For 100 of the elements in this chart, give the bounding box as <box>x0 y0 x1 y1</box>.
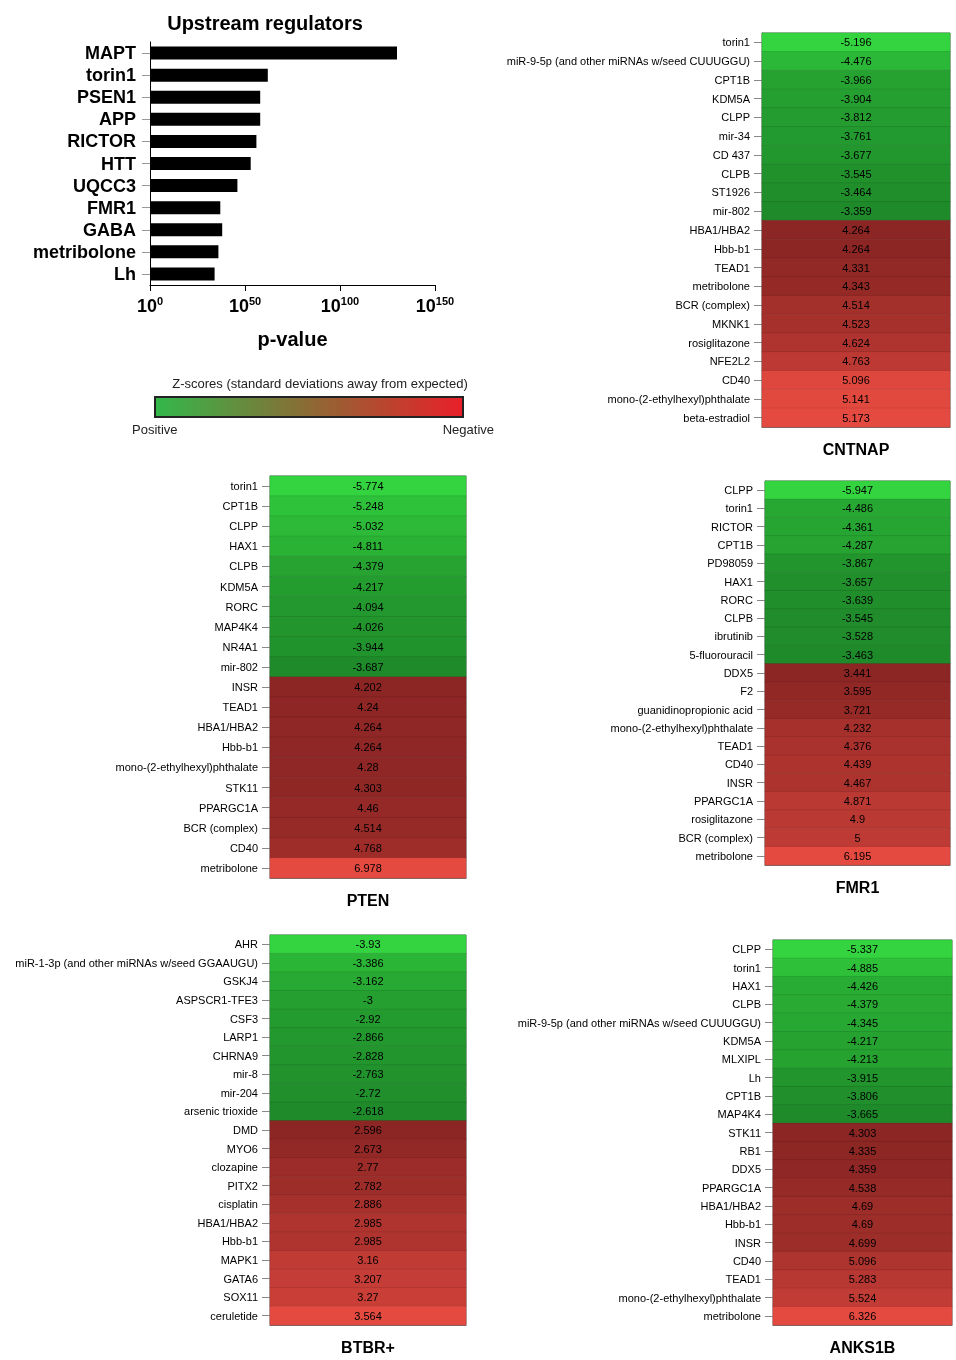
y-tick-label: KDM5A <box>712 92 751 105</box>
y-tick-label: mono-(2-ethylhexyl)phthalate <box>115 761 258 774</box>
y-tick-label: TEAD1 <box>714 261 750 274</box>
y-tick-label: CSF3 <box>229 1012 258 1025</box>
data-label: -3.966 <box>840 73 872 86</box>
data-label: 4.232 <box>843 721 872 734</box>
y-tick-label: PPARGC1A <box>701 1181 762 1194</box>
y-tick-label: Hbb-b1 <box>221 1235 258 1248</box>
y-tick-label: metribolone <box>692 280 750 293</box>
text: Z-scores (standard deviations away from expected) <box>171 376 469 391</box>
data-label: -4.287 <box>841 539 874 551</box>
data-label: 4.9 <box>849 813 866 826</box>
y-tick-label: BCR (complex) <box>183 821 258 834</box>
y-tick-label: TEAD1 <box>222 701 258 714</box>
y-tick-label: CLPP <box>229 520 258 533</box>
y-tick-label: KDM5A <box>220 580 259 593</box>
data-label: -3.867 <box>841 557 874 570</box>
y-tick-label: NR4A1 <box>222 640 258 653</box>
y-tick-label: miR-1-3p (and other miRNAs w/seed GGAAUGU) <box>15 956 258 969</box>
y-tick-label: CLPP <box>732 943 761 956</box>
data-label: -2.72 <box>355 1086 381 1099</box>
y-tick-label: GATA6 <box>223 1272 258 1285</box>
data-label: 4.763 <box>842 355 870 368</box>
data-label: 4.376 <box>843 740 872 753</box>
y-tick-label: STK11 <box>225 781 258 794</box>
data-label: -4.026 <box>352 620 384 633</box>
y-tick-label: CLPB <box>724 612 753 625</box>
data-label: -5.774 <box>352 480 384 493</box>
data-label: 5.524 <box>848 1291 877 1304</box>
y-tick-label: MAP4K4 <box>717 1108 761 1121</box>
y-tick-label: APP <box>98 109 136 130</box>
y-tick-label: mono-(2-ethylhexyl)phthalate <box>618 1291 761 1304</box>
data-label: -2.763 <box>352 1068 384 1081</box>
y-tick-label: beta-estradiol <box>683 411 750 424</box>
data-label: -3.528 <box>841 630 874 643</box>
data-label: 4.264 <box>354 741 382 754</box>
data-label: 6.195 <box>843 849 872 862</box>
data-label: -3.665 <box>846 1108 879 1121</box>
y-tick-label: metribolone <box>703 1309 761 1322</box>
y-tick-label: INSR <box>734 1236 762 1249</box>
y-tick-label: mono-(2-ethylhexyl)phthalate <box>610 721 753 734</box>
y-tick-label: GABA <box>83 219 136 240</box>
y-tick-label: mir-802 <box>220 660 258 673</box>
x-axis-title: ANKS1B <box>829 1338 896 1356</box>
y-tick-label: BCR (complex) <box>678 831 753 844</box>
data-label: 4.264 <box>842 224 870 236</box>
x-axis-title: p-value <box>257 328 328 350</box>
data-label: 4.335 <box>848 1144 877 1157</box>
data-label: -3.904 <box>840 92 872 105</box>
data-label: 5 <box>854 831 861 844</box>
data-label: 4.264 <box>842 242 870 255</box>
y-tick-label: HAX1 <box>732 979 761 992</box>
data-label: -3.162 <box>352 975 384 988</box>
y-tick-label: MYO6 <box>226 1142 258 1155</box>
data-label: 4.331 <box>842 261 870 274</box>
y-tick-label: 5-fluorouracil <box>689 648 753 661</box>
data-label: -3.464 <box>840 186 872 199</box>
y-tick-label: ST1926 <box>711 186 750 199</box>
y-tick-label: CLPB <box>732 998 761 1011</box>
data-label: -4.486 <box>841 502 874 515</box>
data-label: -3.944 <box>352 640 384 653</box>
y-tick-label: CD40 <box>721 374 750 387</box>
y-tick-label: mir-802 <box>712 205 750 218</box>
data-label: -3.761 <box>840 130 872 143</box>
data-label: 4.699 <box>848 1236 877 1249</box>
y-tick-label: mono-(2-ethylhexyl)phthalate <box>607 392 750 405</box>
y-tick-label: PPARGC1A <box>198 801 259 814</box>
y-tick-label: rosiglitazone <box>691 813 753 826</box>
y-tick-label: CLPP <box>724 484 753 497</box>
y-tick-label: CPT1B <box>222 500 258 513</box>
y-tick-label: miR-9-5p (and other miRNAs w/seed CUUUGGU) <box>506 55 750 68</box>
data-label: -5.196 <box>840 36 872 49</box>
data-label: -2.828 <box>352 1049 384 1062</box>
y-tick-label: arsenic trioxide <box>184 1105 258 1118</box>
y-tick-label: HTT <box>101 153 136 174</box>
data-label: 4.343 <box>842 280 870 293</box>
data-label: 4.202 <box>354 681 382 694</box>
y-tick-label: mir-34 <box>718 130 750 143</box>
data-label: -2.618 <box>352 1105 384 1118</box>
data-label: 4.439 <box>843 758 872 771</box>
data-label: -4.217 <box>846 1034 879 1047</box>
y-tick-label: FMR1 <box>87 197 136 218</box>
data-label: 4.523 <box>842 317 870 330</box>
y-tick-label: HBA1/HBA2 <box>700 1199 761 1212</box>
data-label: -3.545 <box>841 612 874 625</box>
data-label: 2.886 <box>354 1198 382 1211</box>
data-label: 4.303 <box>354 781 382 794</box>
y-tick-label: CLPB <box>229 560 258 573</box>
data-label: 2.596 <box>354 1124 382 1136</box>
data-label: -4.885 <box>846 961 879 974</box>
data-label: -3.812 <box>840 111 872 124</box>
y-tick-label: Hbb-b1 <box>221 741 258 754</box>
y-tick-label: Lh <box>748 1071 761 1084</box>
data-label: -3.806 <box>846 1089 879 1102</box>
data-label: 6.326 <box>848 1309 877 1322</box>
data-label: 4.69 <box>851 1199 874 1212</box>
data-label: 4.768 <box>354 841 382 854</box>
data-label: 4.69 <box>851 1218 874 1231</box>
data-label: 2.985 <box>354 1216 382 1229</box>
data-label: -4.811 <box>352 540 384 553</box>
